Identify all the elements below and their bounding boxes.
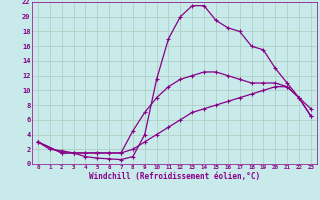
- X-axis label: Windchill (Refroidissement éolien,°C): Windchill (Refroidissement éolien,°C): [89, 172, 260, 181]
